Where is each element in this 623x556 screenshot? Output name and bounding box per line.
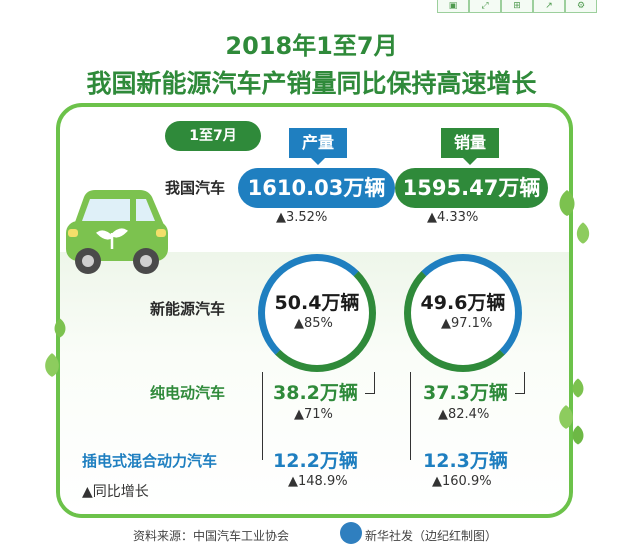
nev-sales-ring xyxy=(404,254,522,372)
fullscreen-icon[interactable]: ⤢ xyxy=(469,0,501,13)
bev-production-value: 38.2万辆 xyxy=(273,382,358,404)
nev-production-change: ▲85% xyxy=(294,316,333,331)
grid-icon[interactable]: ⊞ xyxy=(501,0,533,13)
credit-line: 新华社发（边纪红制图） xyxy=(365,529,498,543)
all-sales-value: 1595.47万辆 xyxy=(395,168,548,208)
leaf-icon xyxy=(45,353,59,377)
leaf-icon xyxy=(572,425,584,445)
legend-yoy: ▲同比增长 xyxy=(82,484,149,500)
save-icon[interactable]: ▣ xyxy=(437,0,469,13)
sales-bracket xyxy=(410,372,411,460)
bev-sales-value: 37.3万辆 xyxy=(423,382,508,404)
green-car-icon xyxy=(66,190,168,274)
nev-sales-change: ▲97.1% xyxy=(441,316,493,331)
period-badge: 1至7月 xyxy=(165,121,261,151)
phev-sales-change: ▲160.9% xyxy=(432,474,492,489)
all-sales-change: ▲4.33% xyxy=(427,210,479,225)
production-bracket xyxy=(262,372,263,460)
sales-bracket-top xyxy=(515,372,525,394)
nev-sales-value: 49.6万辆 xyxy=(420,292,506,314)
leaf-icon xyxy=(559,405,573,429)
leaf-icon xyxy=(572,378,584,398)
leaf-icon xyxy=(576,222,590,244)
production-bracket-top xyxy=(365,372,375,394)
leaf-icon xyxy=(559,190,575,216)
sales-header: 销量 xyxy=(441,128,499,165)
production-header: 产量 xyxy=(289,128,347,165)
bev-label: 纯电动汽车 xyxy=(150,384,226,402)
nev-production-value: 50.4万辆 xyxy=(274,292,360,314)
xinhua-logo xyxy=(340,522,362,544)
data-source: 资料来源：中国汽车工业协会 xyxy=(133,529,290,543)
all-vehicles-label: 我国汽车 xyxy=(165,179,226,197)
nev-production-ring xyxy=(258,254,376,372)
toolbar: ▣ ⤢ ⊞ ↗ ⚙ xyxy=(437,0,597,13)
settings-icon[interactable]: ⚙ xyxy=(565,0,597,13)
leaf-icon xyxy=(54,318,66,338)
all-production-change: ▲3.52% xyxy=(276,210,328,225)
phev-production-value: 12.2万辆 xyxy=(273,450,358,472)
bev-sales-change: ▲82.4% xyxy=(438,407,490,422)
all-production-value: 1610.03万辆 xyxy=(238,168,395,208)
title-line-1: 2018年1至7月 xyxy=(225,32,398,60)
bev-production-change: ▲71% xyxy=(294,407,333,422)
title-line-2: 我国新能源汽车产销量同比保持高速增长 xyxy=(86,69,537,98)
share-icon[interactable]: ↗ xyxy=(533,0,565,13)
nev-label: 新能源汽车 xyxy=(150,300,226,318)
phev-label: 插电式混合动力汽车 xyxy=(82,452,218,470)
phev-sales-value: 12.3万辆 xyxy=(423,450,508,472)
phev-production-change: ▲148.9% xyxy=(288,474,348,489)
